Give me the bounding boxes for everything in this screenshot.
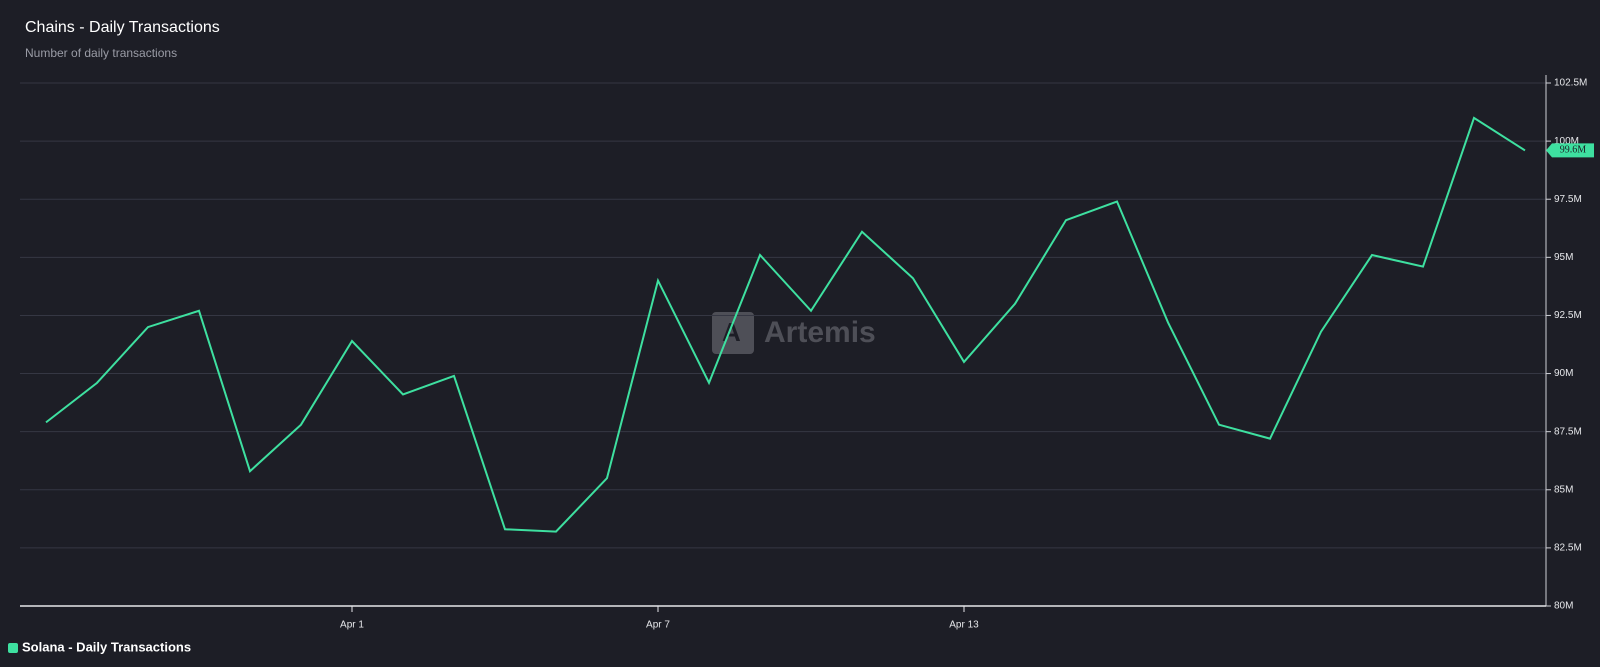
y-tick-label: 90M — [1554, 368, 1573, 379]
y-tick-label: 95M — [1554, 252, 1573, 263]
chart-title: Chains - Daily Transactions — [25, 19, 220, 36]
series-line — [45, 116, 1526, 533]
y-tick-label: 100M — [1554, 136, 1579, 147]
chart-subtitle: Number of daily transactions — [25, 46, 177, 60]
x-tick-label: Apr 1 — [340, 620, 364, 631]
watermark: A Artemis — [712, 312, 876, 354]
y-tick-label: 82.5M — [1554, 543, 1582, 554]
y-tick-label: 97.5M — [1554, 194, 1582, 205]
y-tick-label: 87.5M — [1554, 426, 1582, 437]
watermark-logo — [712, 312, 754, 354]
watermark-text: Artemis — [764, 316, 876, 349]
last-value-label: 99.6M — [1560, 145, 1587, 156]
x-tick-label: Apr 7 — [646, 620, 670, 631]
x-tick-label: Apr 13 — [949, 620, 979, 631]
legend-label: Solana - Daily Transactions — [22, 639, 191, 654]
y-tick-label: 92.5M — [1554, 310, 1582, 321]
legend-swatch — [8, 643, 18, 653]
y-tick-label: 85M — [1554, 484, 1573, 495]
last-value-badge — [1546, 143, 1594, 158]
y-tick-label: 80M — [1554, 601, 1573, 612]
y-tick-label: 102.5M — [1554, 78, 1587, 89]
